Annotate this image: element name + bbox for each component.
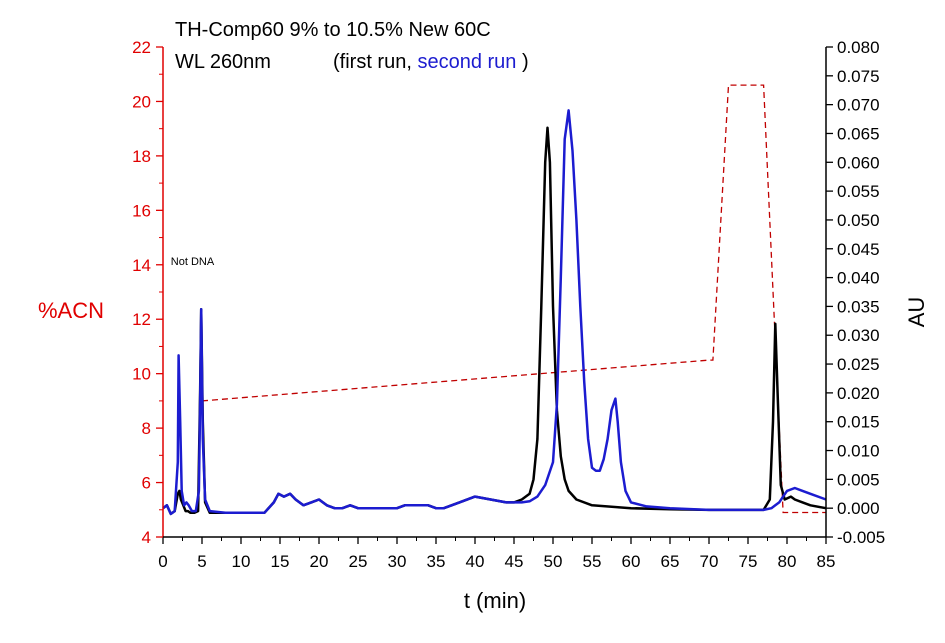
title-wavelength: WL 260nm <box>175 51 271 73</box>
x-tick-label: 10 <box>232 552 251 571</box>
left-y-tick-label: 18 <box>132 147 151 166</box>
right-y-tick-label: 0.045 <box>837 240 880 259</box>
right-y-tick-label: 0.055 <box>837 182 880 201</box>
x-tick-label: 80 <box>778 552 797 571</box>
x-tick-label: 55 <box>583 552 602 571</box>
x-tick-label: 75 <box>739 552 758 571</box>
right-y-tick-label: 0.080 <box>837 38 880 57</box>
gradient-series-layer <box>201 84 826 514</box>
right-y-tick-label: -0.005 <box>837 528 885 547</box>
left-y-tick-label: 4 <box>142 528 151 547</box>
not-dna-annotation: Not DNA <box>171 256 215 268</box>
left-y-tick-label: 16 <box>132 201 151 220</box>
x-tick-label: 70 <box>700 552 719 571</box>
x-tick-label: 65 <box>661 552 680 571</box>
left-y-tick-label: 12 <box>132 310 151 329</box>
right-y-tick-label: 0.015 <box>837 413 880 432</box>
right-y-tick-label: 0.020 <box>837 384 880 403</box>
x-tick-label: 50 <box>544 552 563 571</box>
right-y-tick-label: 0.050 <box>837 211 880 230</box>
second-run-trace <box>162 109 827 516</box>
x-tick-label: 20 <box>310 552 329 571</box>
left-y-tick-label: 20 <box>132 92 151 111</box>
axes-layer: 0 5 10 15 20 25 30 35 40 45 50 55 60 65 70 75 80 85 4 6 8 10 1… <box>132 38 885 571</box>
title-legend-close: ) <box>522 51 529 73</box>
title-legend-open: (first run, <box>333 51 417 73</box>
right-y-tick-label: 0.075 <box>837 67 880 86</box>
title-legend-second-run: second run <box>417 51 516 73</box>
x-tick-label: 5 <box>197 552 206 571</box>
right-y-tick-label: 0.000 <box>837 499 880 518</box>
chart-title-line1: TH-Comp60 9% to 10.5% New 60C <box>175 19 491 41</box>
x-tick-label: 35 <box>427 552 446 571</box>
x-tick-label: 0 <box>158 552 167 571</box>
left-y-tick-label: 10 <box>132 365 151 384</box>
chart-title-line2: WL 260nm (first run, second run ) <box>175 51 529 73</box>
right-y-tick-label: 0.025 <box>837 355 880 374</box>
x-tick-label: 85 <box>817 552 836 571</box>
x-tick-label: 30 <box>388 552 407 571</box>
right-y-tick-label: 0.010 <box>837 442 880 461</box>
right-y-tick-label: 0.060 <box>837 153 880 172</box>
x-tick-label: 60 <box>622 552 641 571</box>
x-tick-label: 25 <box>349 552 368 571</box>
right-y-tick-label: 0.005 <box>837 470 880 489</box>
right-y-tick-label: 0.065 <box>837 124 880 143</box>
left-y-axis-label: %ACN <box>38 298 104 323</box>
left-y-tick-label: 6 <box>142 474 151 493</box>
left-y-tick-label: 22 <box>132 38 151 57</box>
left-y-tick-label: 14 <box>132 256 151 275</box>
x-axis-label: t (min) <box>464 588 526 613</box>
left-y-tick-label: 8 <box>142 419 151 438</box>
right-y-axis-label: AU <box>904 297 929 328</box>
right-y-tick-label: 0.035 <box>837 297 880 316</box>
right-y-tick-label: 0.030 <box>837 326 880 345</box>
absorbance-traces-layer <box>162 109 827 516</box>
first-run-trace <box>162 126 827 516</box>
acn-gradient-line <box>201 84 826 514</box>
right-y-tick-label: 0.040 <box>837 269 880 288</box>
x-tick-label: 40 <box>466 552 485 571</box>
x-tick-label: 45 <box>505 552 524 571</box>
right-y-tick-label: 0.070 <box>837 96 880 115</box>
x-tick-label: 15 <box>271 552 290 571</box>
